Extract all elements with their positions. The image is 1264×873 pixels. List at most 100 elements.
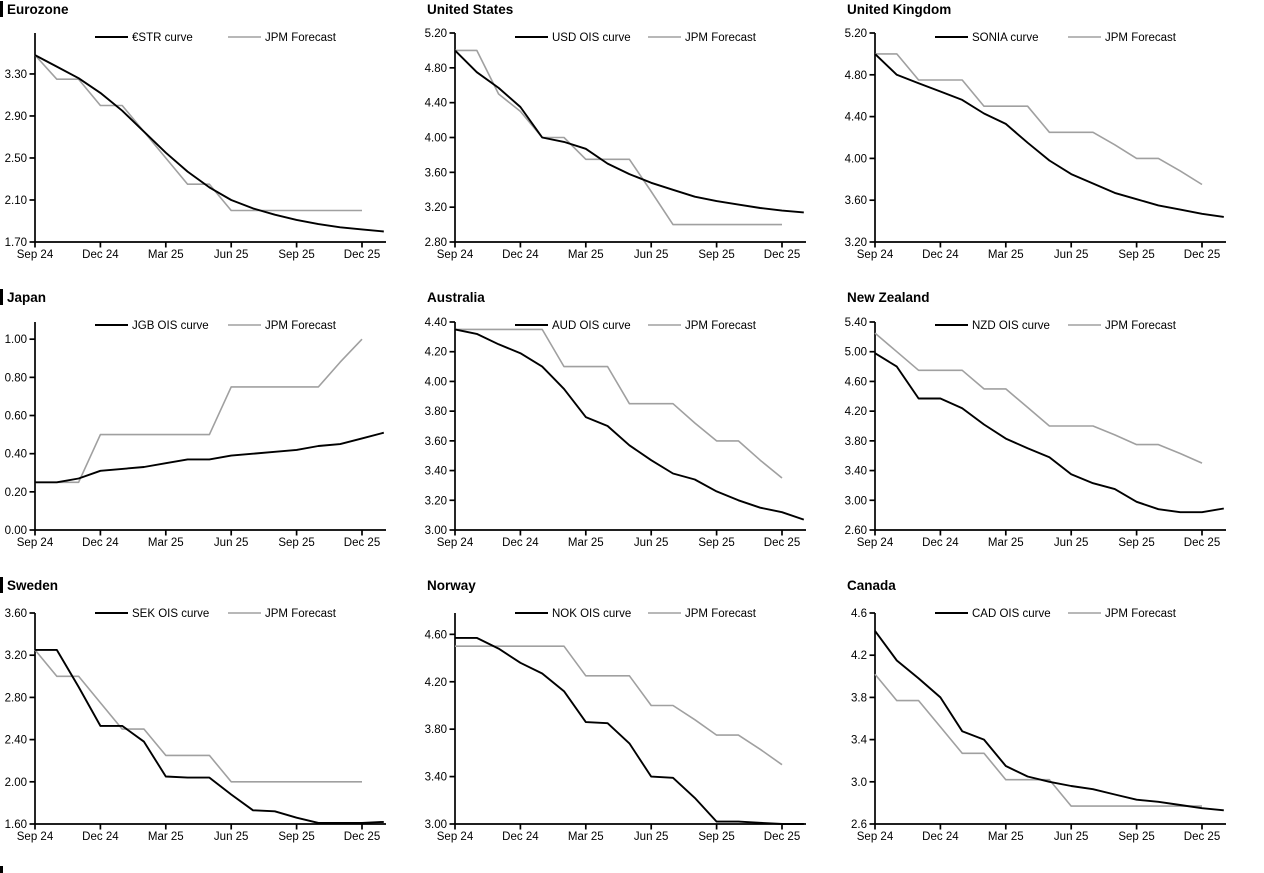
legend-ois-label: JGB OIS curve xyxy=(132,320,209,332)
y-tick-label: 4.20 xyxy=(425,677,447,689)
title-marker-bar xyxy=(0,1,3,17)
y-tick-label: 3.20 xyxy=(845,237,867,249)
x-axis-ticks: Sep 24 Dec 24 Mar 25 Jun 25 Sep 25 Dec 25 xyxy=(437,824,800,843)
chart-svg-new-zealand: New Zealand 5.40 5.00 4.60 4.20 3.80 3.40 3.00 2… xyxy=(845,290,1226,549)
title-marker-bar xyxy=(0,289,3,305)
y-tick-label: 3.60 xyxy=(425,436,447,448)
axes xyxy=(34,613,386,825)
x-tick-label: Jun 25 xyxy=(214,537,249,549)
y-tick-label: 2.80 xyxy=(5,692,27,704)
y-tick-label: 3.60 xyxy=(425,167,447,179)
x-tick-label: Dec 24 xyxy=(502,537,539,549)
x-tick-label: Sep 24 xyxy=(17,831,54,843)
title-marker-bar xyxy=(0,577,3,593)
chart-title: Canada xyxy=(847,578,896,593)
y-tick-label: 0.80 xyxy=(5,372,27,384)
y-tick-label: 4.20 xyxy=(425,347,447,359)
jpm-forecast-line xyxy=(874,673,1202,807)
ois-curve-line xyxy=(874,53,1224,218)
y-tick-label: 3.8 xyxy=(851,692,867,704)
x-tick-label: Jun 25 xyxy=(214,831,249,843)
x-tick-label: Mar 25 xyxy=(568,249,604,261)
y-tick-label: 3.80 xyxy=(845,436,867,448)
y-tick-label: 1.70 xyxy=(5,237,27,249)
x-tick-label: Dec 25 xyxy=(1184,249,1220,261)
y-tick-label: 4.60 xyxy=(425,629,447,641)
x-tick-label: Sep 25 xyxy=(1118,537,1154,549)
x-tick-label: Jun 25 xyxy=(1054,249,1089,261)
chart-title-group: Eurozone xyxy=(0,1,69,17)
x-tick-label: Jun 25 xyxy=(634,249,669,261)
y-tick-label: 1.60 xyxy=(5,819,27,831)
y-tick-label: 4.40 xyxy=(845,112,867,124)
chart-cell-new-zealand: New Zealand 5.40 5.00 4.60 4.20 3.80 3.40 3.00 2… xyxy=(840,288,1264,576)
x-tick-label: Mar 25 xyxy=(988,537,1024,549)
chart-title: Norway xyxy=(427,578,476,593)
chart-cell-norway: Norway 4.60 4.20 3.80 3.40 3.00 Sep 24 Dec 24 Ma… xyxy=(420,576,840,873)
legend-ois-label: SEK OIS curve xyxy=(132,608,209,620)
chart-title-group: Australia xyxy=(427,290,485,305)
x-tick-label: Dec 24 xyxy=(502,831,539,843)
chart-title-group: Canada xyxy=(847,578,896,593)
x-tick-label: Mar 25 xyxy=(148,831,184,843)
legend: NZD OIS curve JPM Forecast xyxy=(935,320,1177,332)
x-tick-label: Jun 25 xyxy=(634,831,669,843)
y-tick-label: 2.60 xyxy=(845,525,867,537)
x-tick-label: Sep 25 xyxy=(698,249,734,261)
ois-curve-line xyxy=(35,648,384,824)
x-tick-label: Mar 25 xyxy=(568,831,604,843)
axes xyxy=(454,613,806,825)
chart-title-group: Sweden xyxy=(0,577,58,593)
legend: SEK OIS curve JPM Forecast xyxy=(95,608,337,620)
x-tick-label: Dec 25 xyxy=(764,537,800,549)
chart-svg-united-kingdom: United Kingdom5.204.804.404.003.603.20Se… xyxy=(845,2,1226,261)
y-tick-label: 3.40 xyxy=(845,466,867,478)
x-tick-label: Dec 25 xyxy=(344,537,380,549)
ois-curve-line xyxy=(455,636,804,825)
x-tick-label: Dec 24 xyxy=(82,537,119,549)
y-tick-label: 2.40 xyxy=(5,735,27,747)
x-tick-label: Dec 24 xyxy=(922,831,959,843)
y-tick-label: 1.00 xyxy=(5,334,27,346)
chart-cell-japan: Japan 1.00 0.80 0.60 0.40 0.20 0.00 Sep 24 Dec 2… xyxy=(0,288,420,576)
y-tick-label: 5.20 xyxy=(845,28,867,40)
x-tick-label: Sep 24 xyxy=(17,537,54,549)
jpm-forecast-line xyxy=(34,54,362,212)
chart-title: United States xyxy=(427,2,513,17)
y-axis-ticks: 4.6 4.2 3.8 3.4 3.0 2.6 xyxy=(851,608,875,831)
ois-curve-line xyxy=(874,630,1224,812)
chart-title: Australia xyxy=(427,290,485,305)
chart-cell-australia: Australia 4.40 4.20 4.00 3.80 3.60 3.40 3.20 3.0… xyxy=(420,288,840,576)
y-tick-label: 4.00 xyxy=(425,376,447,388)
chart-title: New Zealand xyxy=(847,290,930,305)
y-tick-label: 3.00 xyxy=(425,525,447,537)
x-axis-ticks: Sep 24 Dec 24 Mar 25 Jun 25 Sep 25 Dec 25 xyxy=(17,824,380,843)
legend: €STR curve JPM Forecast xyxy=(95,32,337,44)
legend: CAD OIS curve JPM Forecast xyxy=(935,608,1177,620)
chart-title: Eurozone xyxy=(7,2,69,17)
x-tick-label: Mar 25 xyxy=(568,537,604,549)
y-tick-label: 2.6 xyxy=(851,819,867,831)
y-tick-label: 4.40 xyxy=(425,317,447,329)
x-tick-label: Dec 25 xyxy=(764,831,800,843)
legend-forecast-label: JPM Forecast xyxy=(685,32,757,44)
x-tick-label: Dec 25 xyxy=(764,249,800,261)
chart-title-group: United States xyxy=(427,2,513,17)
x-axis-ticks: Sep 24 Dec 24 Mar 25 Jun 25 Sep 25 Dec 25 xyxy=(857,824,1220,843)
legend-ois-label: USD OIS curve xyxy=(552,32,631,44)
y-tick-label: 3.4 xyxy=(851,735,868,747)
y-tick-label: 3.00 xyxy=(845,495,867,507)
y-tick-label: 3.80 xyxy=(425,406,447,418)
y-tick-label: 4.80 xyxy=(425,63,447,75)
axes xyxy=(874,33,1226,243)
axes xyxy=(874,322,1226,531)
legend-forecast-label: JPM Forecast xyxy=(265,608,337,620)
x-tick-label: Sep 24 xyxy=(437,537,474,549)
x-tick-label: Jun 25 xyxy=(1054,537,1089,549)
legend: JGB OIS curve JPM Forecast xyxy=(95,320,337,332)
y-tick-label: 2.90 xyxy=(5,111,27,123)
ois-curve-line xyxy=(34,54,384,233)
y-axis-ticks: 4.60 4.20 3.80 3.40 3.00 xyxy=(425,629,455,831)
